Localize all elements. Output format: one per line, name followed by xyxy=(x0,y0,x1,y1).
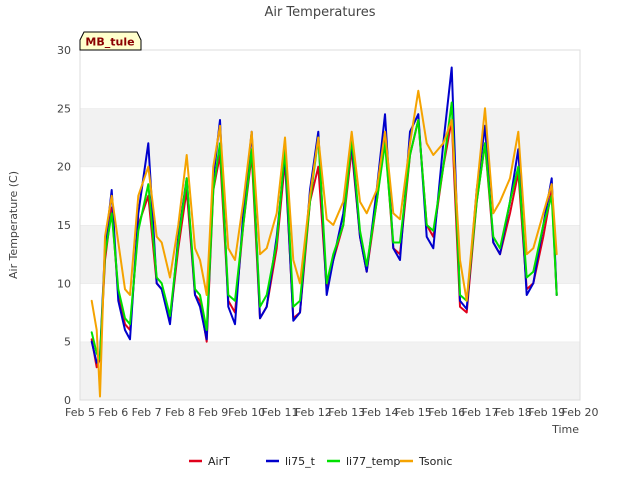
grid-band xyxy=(80,283,580,342)
legend-label: Tsonic xyxy=(418,455,452,468)
legend-label: li75_t xyxy=(285,455,316,468)
y-tick-label: 15 xyxy=(57,219,71,232)
x-tick-label: Feb 10 xyxy=(228,406,265,419)
x-tick-label: Feb 11 xyxy=(262,406,299,419)
x-tick-label: Feb 16 xyxy=(428,406,465,419)
chart-title: Air Temperatures xyxy=(264,5,375,20)
grid-bands xyxy=(80,49,580,400)
x-tick-label: Feb 8 xyxy=(165,406,195,419)
site-label-box: MB_tule xyxy=(79,31,142,51)
x-axis-label: Time xyxy=(551,423,579,436)
x-tick-label: Feb 17 xyxy=(462,406,499,419)
site-label-shape xyxy=(79,31,142,51)
x-tick-label: Feb 9 xyxy=(198,406,228,419)
y-axis-label: Air Temperature (C) xyxy=(7,171,20,279)
plot-frame xyxy=(79,49,581,401)
series-line-tsonic xyxy=(90,89,558,398)
x-tick-label: Feb 15 xyxy=(395,406,432,419)
legend-label: AirT xyxy=(208,455,230,468)
y-tick-label: 20 xyxy=(57,161,71,174)
x-tick-label: Feb 6 xyxy=(98,406,128,419)
x-tick-label: Feb 19 xyxy=(528,406,565,419)
y-tick-label: 0 xyxy=(64,394,71,407)
y-tick-label: 5 xyxy=(64,336,71,349)
grid-band xyxy=(80,341,580,400)
site-label-text: MB_tule xyxy=(85,36,134,49)
y-tick-label: 10 xyxy=(57,277,71,290)
y-tick-label: 30 xyxy=(57,44,71,57)
legend-label: li77_temp xyxy=(346,455,400,468)
grid-band xyxy=(80,108,580,167)
x-tick-label: Feb 18 xyxy=(495,406,532,419)
grid-band xyxy=(80,166,580,225)
x-tick-label: Feb 5 xyxy=(65,406,95,419)
series-lines xyxy=(90,66,558,398)
x-tick-label: Feb 20 xyxy=(562,406,599,419)
grid-band xyxy=(80,50,580,109)
x-tick-label: Feb 12 xyxy=(295,406,332,419)
x-tick-label: Feb 13 xyxy=(328,406,365,419)
y-tick-label: 25 xyxy=(57,102,71,115)
y-axis-ticks: 0 5 10 15 20 25 30 xyxy=(57,44,71,407)
x-tick-label: Feb 14 xyxy=(362,406,399,419)
x-tick-label: Feb 7 xyxy=(132,406,162,419)
legend: AirT li75_t li77_temp Tsonic xyxy=(189,455,452,468)
